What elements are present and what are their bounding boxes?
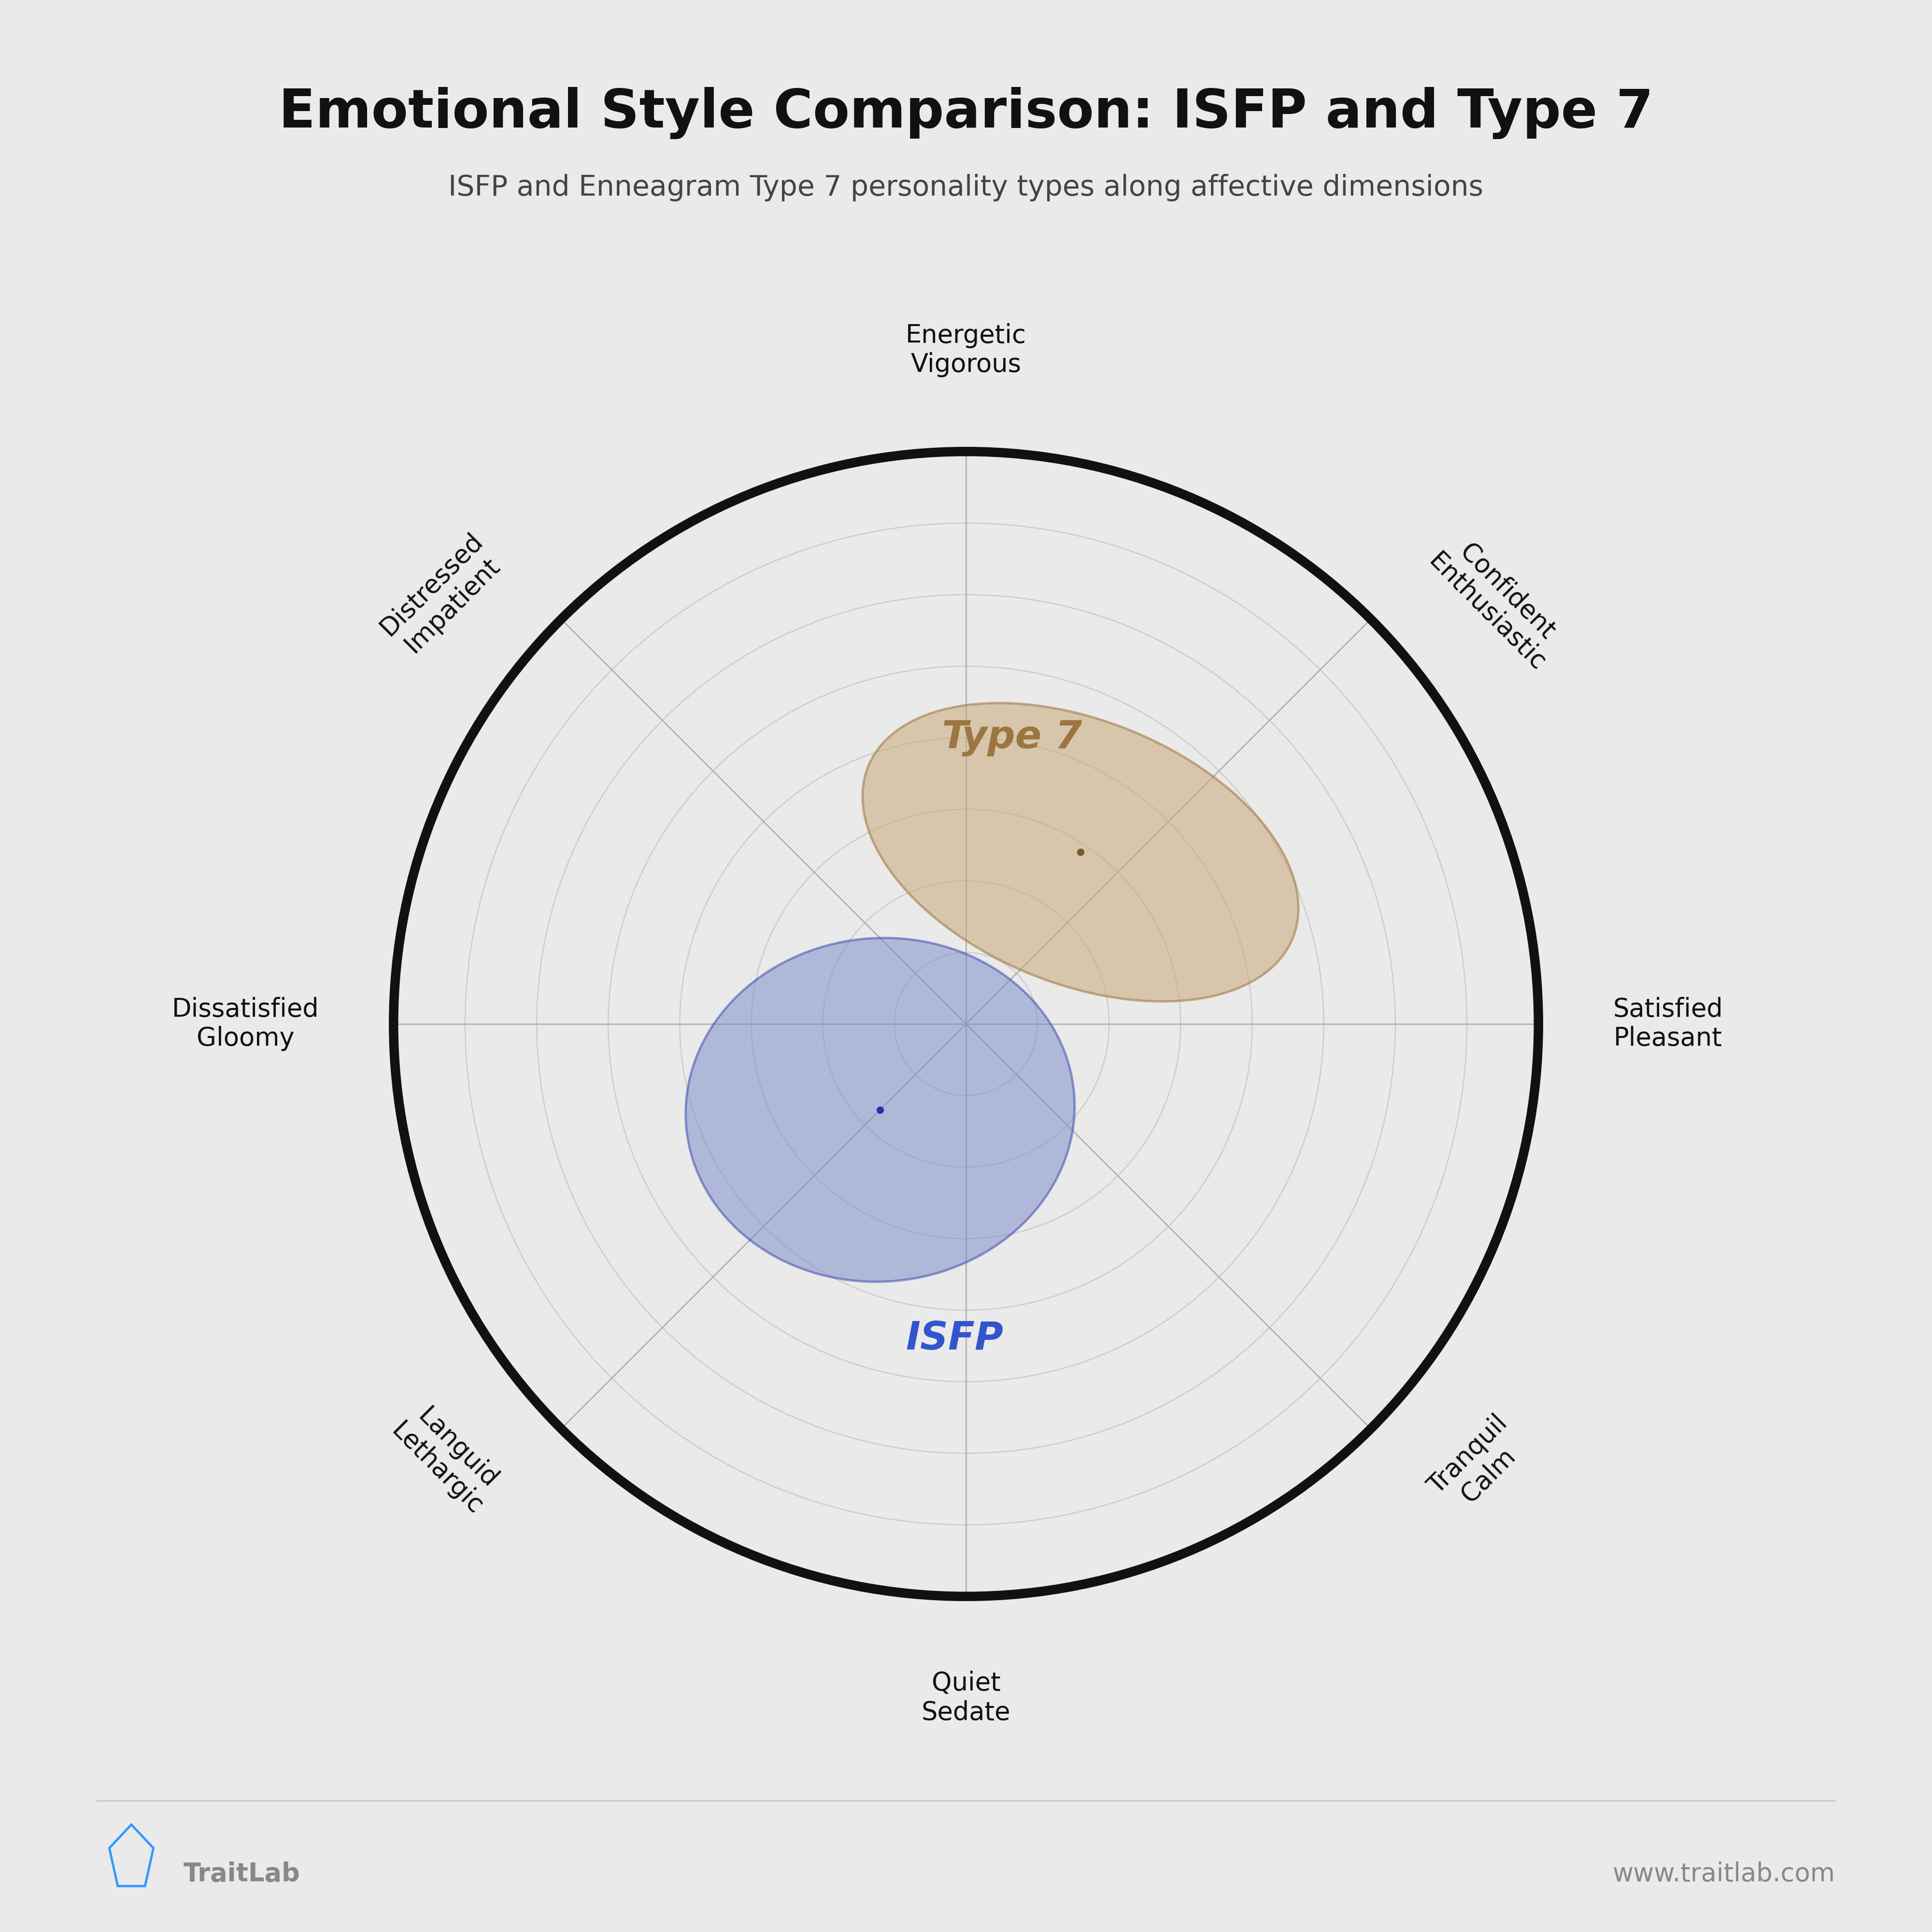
Text: ISFP: ISFP	[906, 1320, 1003, 1358]
Text: Type 7: Type 7	[941, 719, 1082, 757]
Text: Energetic
Vigorous: Energetic Vigorous	[906, 323, 1026, 377]
Text: Dissatisfied
Gloomy: Dissatisfied Gloomy	[172, 997, 319, 1051]
Text: Satisfied
Pleasant: Satisfied Pleasant	[1613, 997, 1723, 1051]
Text: Tranquil
Calm: Tranquil Calm	[1424, 1410, 1532, 1520]
Text: Confident
Enthusiastic: Confident Enthusiastic	[1424, 527, 1571, 676]
Ellipse shape	[686, 937, 1074, 1281]
Text: Emotional Style Comparison: ISFP and Type 7: Emotional Style Comparison: ISFP and Typ…	[278, 87, 1654, 139]
Text: TraitLab: TraitLab	[184, 1862, 299, 1886]
Ellipse shape	[862, 703, 1298, 1001]
Text: Languid
Lethargic: Languid Lethargic	[386, 1397, 508, 1520]
Text: Distressed
Impatient: Distressed Impatient	[375, 527, 508, 661]
Text: www.traitlab.com: www.traitlab.com	[1613, 1862, 1835, 1886]
Text: ISFP and Enneagram Type 7 personality types along affective dimensions: ISFP and Enneagram Type 7 personality ty…	[448, 174, 1484, 201]
Text: Quiet
Sedate: Quiet Sedate	[922, 1671, 1010, 1725]
